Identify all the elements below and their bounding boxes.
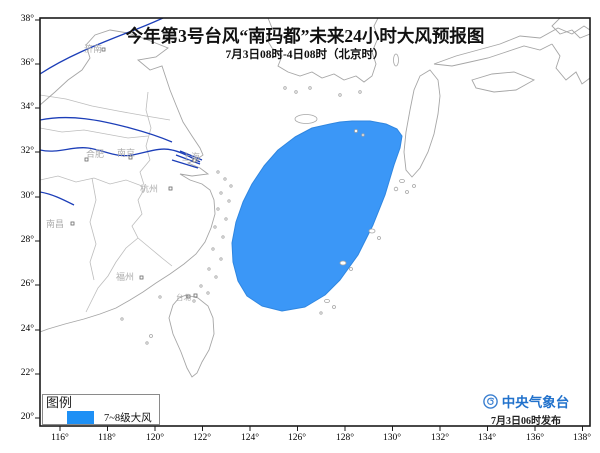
city-markers — [70, 47, 198, 299]
lon-label: 118° — [98, 433, 116, 443]
lat-label: 22° — [20, 368, 34, 378]
map-frame-border — [39, 17, 591, 427]
lon-label: 130° — [382, 433, 402, 443]
lat-label: 38° — [20, 14, 34, 24]
huai-river — [40, 116, 173, 143]
coastline-china — [40, 29, 216, 333]
city-label-jinan: 济南 — [84, 44, 103, 54]
city-label-hefei: 合肥 — [86, 149, 105, 159]
lat-label: 30° — [20, 191, 34, 201]
lon-label: 116° — [51, 433, 69, 443]
legend-box: 图例 7~8级大风 — [42, 394, 160, 425]
lat-label: 36° — [20, 58, 34, 68]
typhoon-swirl-icon — [482, 393, 498, 409]
wind-area-7-8 — [231, 120, 403, 312]
lon-label: 122° — [192, 433, 212, 443]
lon-label: 132° — [430, 433, 450, 443]
lat-label: 28° — [20, 235, 34, 245]
lon-label: 136° — [525, 433, 545, 443]
issue-time: 7月3日06时发布 — [491, 416, 561, 427]
city-label-shanghai: 上海 — [182, 152, 201, 162]
legend-swatch — [67, 411, 94, 424]
city-label-nanjing: 南京 — [117, 148, 136, 158]
islands — [120, 53, 416, 345]
legend-title: 图例 — [46, 395, 73, 410]
publisher-name: 中央气象台 — [501, 395, 570, 410]
lat-label: 24° — [20, 324, 34, 334]
lon-label: 134° — [477, 433, 497, 443]
lon-label: 138° — [572, 433, 592, 443]
lon-label: 128° — [335, 433, 355, 443]
province-borders — [40, 91, 173, 313]
legend-item-label: 7~8级大风 — [104, 413, 152, 424]
legend-item: 7~8级大风 — [46, 410, 156, 425]
city-label-fuzhou: 福州 — [116, 272, 135, 282]
coastline-taiwan — [168, 294, 215, 378]
tsushima-island — [393, 53, 399, 67]
coastline-korea — [265, 18, 379, 83]
map-title: 今年第3号台风“南玛都”未来24小时大风预报图 — [125, 26, 485, 46]
lon-label: 124° — [240, 433, 260, 443]
yellow-river — [40, 18, 164, 75]
coastline-honshu — [433, 25, 590, 65]
coastline-kyushu — [403, 69, 441, 178]
yangtze-river — [40, 147, 201, 163]
lat-label: 32° — [20, 146, 34, 156]
qiantang-river — [40, 191, 75, 206]
city-label-hangzhou: 杭州 — [140, 184, 159, 194]
coastline-shikoku — [471, 71, 536, 93]
lat-label: 20° — [20, 412, 34, 422]
city-label-taipei: 台北 — [176, 293, 191, 302]
map-subtitle: 7月3日08时-4日08时（北京时） — [225, 49, 385, 61]
jeju-island — [294, 114, 318, 124]
city-label-nanchang: 南昌 — [46, 219, 65, 229]
axis-ticks — [35, 19, 583, 431]
lon-label: 126° — [287, 433, 307, 443]
lon-label: 120° — [145, 433, 165, 443]
lat-label: 26° — [20, 279, 34, 289]
publisher-block: 中央气象台 7月3日06时发布 — [468, 391, 584, 427]
lat-label: 34° — [20, 102, 34, 112]
coastlines — [40, 18, 590, 378]
rivers — [40, 18, 203, 206]
